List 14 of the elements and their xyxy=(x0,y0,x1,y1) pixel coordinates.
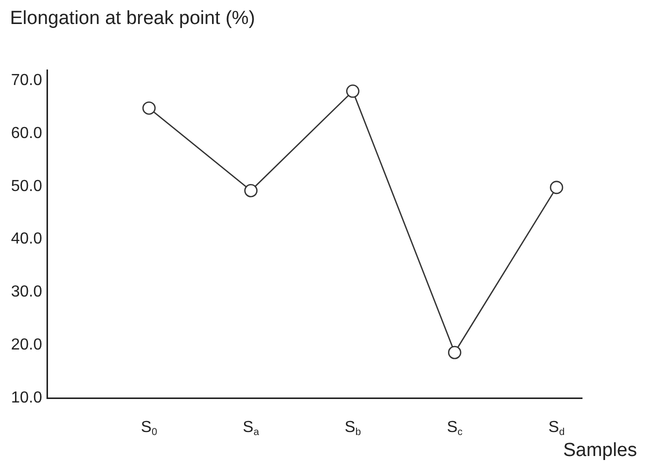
point xyxy=(142,101,156,115)
y-tick-label: 50.0 xyxy=(11,178,42,195)
y-tick-label: 20.0 xyxy=(11,336,42,354)
y-tick-label: 10.0 xyxy=(11,389,42,406)
point xyxy=(448,346,462,360)
point xyxy=(346,84,360,98)
y-tick-label: 60.0 xyxy=(11,124,42,142)
point xyxy=(244,184,258,198)
y-axis-title: Elongation at break point (%) xyxy=(10,8,256,30)
y-tick-label: 30.0 xyxy=(11,284,42,301)
y-tick-label: 70.0 xyxy=(11,72,42,89)
point xyxy=(550,180,564,194)
y-tick-label: 40.0 xyxy=(11,230,42,248)
x-axis-title: Samples xyxy=(563,440,637,462)
